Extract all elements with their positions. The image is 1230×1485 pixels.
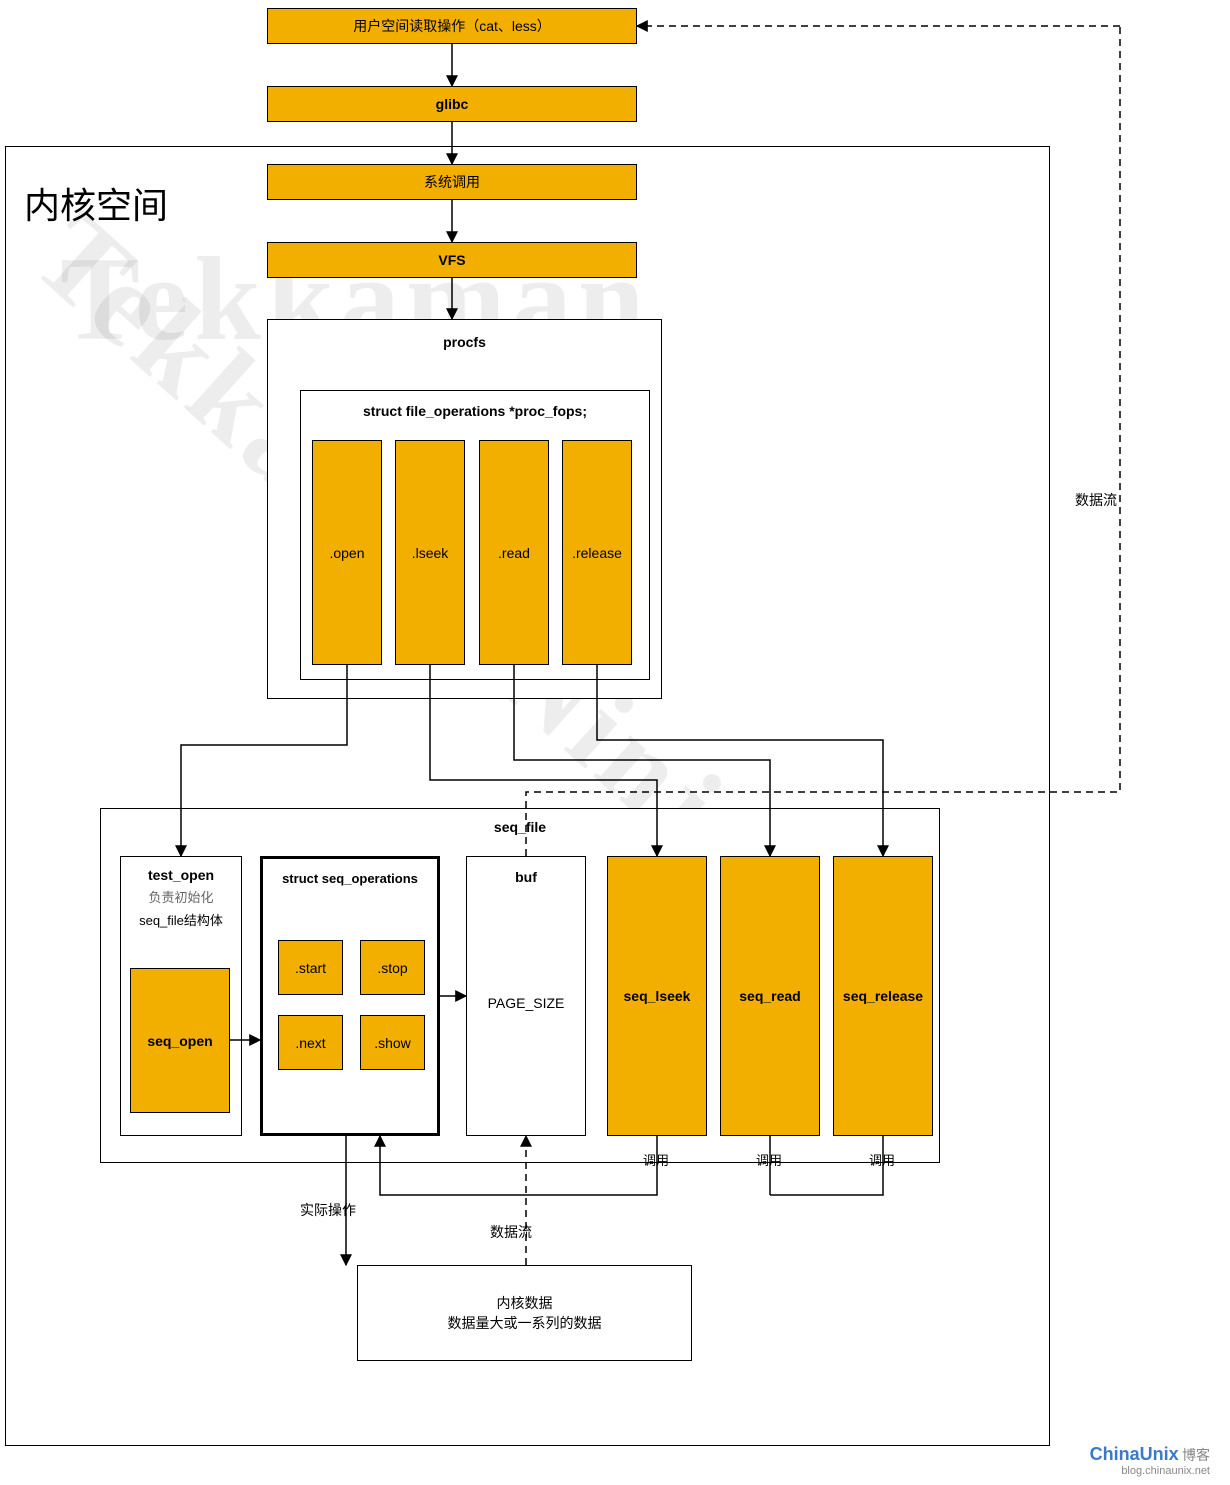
seqop-show-label: .show xyxy=(374,1035,411,1051)
fop-open: .open xyxy=(312,440,382,665)
kernel-data-line1: 内核数据 xyxy=(497,1293,553,1313)
fop-read-label: .read xyxy=(498,545,530,561)
seqop-next: .next xyxy=(278,1015,343,1070)
node-syscall-label: 系统调用 xyxy=(424,172,480,192)
seq-ops-label: struct seq_operations xyxy=(282,871,418,886)
label-actual-op: 实际操作 xyxy=(300,1200,356,1220)
footer-suffix: 博客 xyxy=(1182,1447,1210,1463)
node-syscall: 系统调用 xyxy=(267,164,637,200)
seq-lseek: seq_lseek xyxy=(607,856,707,1136)
label-call-2: 调用 xyxy=(756,1150,782,1169)
seq-read-label: seq_read xyxy=(739,988,800,1004)
node-vfs-label: VFS xyxy=(438,252,465,268)
label-dataflow-right: 数据流 xyxy=(1075,490,1117,510)
buf-frame: buf PAGE_SIZE xyxy=(466,856,586,1136)
seqop-show: .show xyxy=(360,1015,425,1070)
fop-lseek: .lseek xyxy=(395,440,465,665)
label-call-3: 调用 xyxy=(869,1150,895,1169)
seq-ops-frame: struct seq_operations xyxy=(260,856,440,1136)
fop-release-label: .release xyxy=(572,545,622,561)
label-call-1: 调用 xyxy=(643,1150,669,1169)
fop-lseek-label: .lseek xyxy=(412,545,449,561)
seq-open-label: seq_open xyxy=(147,1033,212,1049)
test-open-sub2: seq_file结构体 xyxy=(139,910,223,929)
seq-release-label: seq_release xyxy=(843,988,923,1004)
seq-lseek-label: seq_lseek xyxy=(624,988,691,1004)
label-dataflow-bottom: 数据流 xyxy=(490,1222,532,1242)
seqop-next-label: .next xyxy=(295,1035,325,1051)
fop-read: .read xyxy=(479,440,549,665)
procfs-label: procfs xyxy=(443,334,486,350)
node-glibc-label: glibc xyxy=(436,96,469,112)
seqop-stop-label: .stop xyxy=(377,960,407,976)
seqop-stop: .stop xyxy=(360,940,425,995)
test-open-sub1: 负责初始化 xyxy=(148,887,213,906)
seq-open: seq_open xyxy=(130,968,230,1113)
seq-release: seq_release xyxy=(833,856,933,1136)
node-userspace-label: 用户空间读取操作（cat、less） xyxy=(353,16,551,36)
diagram-canvas: Tekkaman Tekkaman Ninja 内核空间 用户空间读取操作（ca… xyxy=(0,0,1230,1485)
footer: ChinaUnix 博客 blog.chinaunix.net xyxy=(1090,1444,1210,1477)
node-userspace: 用户空间读取操作（cat、less） xyxy=(267,8,637,44)
footer-brand: ChinaUnix xyxy=(1090,1444,1179,1464)
kernel-space-label: 内核空间 xyxy=(24,177,168,229)
kernel-data-line2: 数据量大或一系列的数据 xyxy=(448,1313,602,1333)
seqfile-label: seq_file xyxy=(494,819,546,835)
test-open-label: test_open xyxy=(148,867,214,883)
fops-label: struct file_operations *proc_fops; xyxy=(363,403,587,419)
footer-url: blog.chinaunix.net xyxy=(1090,1465,1210,1477)
fop-open-label: .open xyxy=(329,545,364,561)
seq-read: seq_read xyxy=(720,856,820,1136)
node-glibc: glibc xyxy=(267,86,637,122)
node-vfs: VFS xyxy=(267,242,637,278)
seqop-start: .start xyxy=(278,940,343,995)
buf-sub: PAGE_SIZE xyxy=(488,995,565,1011)
kernel-data: 内核数据 数据量大或一系列的数据 xyxy=(357,1265,692,1361)
fop-release: .release xyxy=(562,440,632,665)
seqop-start-label: .start xyxy=(295,960,326,976)
buf-label: buf xyxy=(515,869,537,885)
